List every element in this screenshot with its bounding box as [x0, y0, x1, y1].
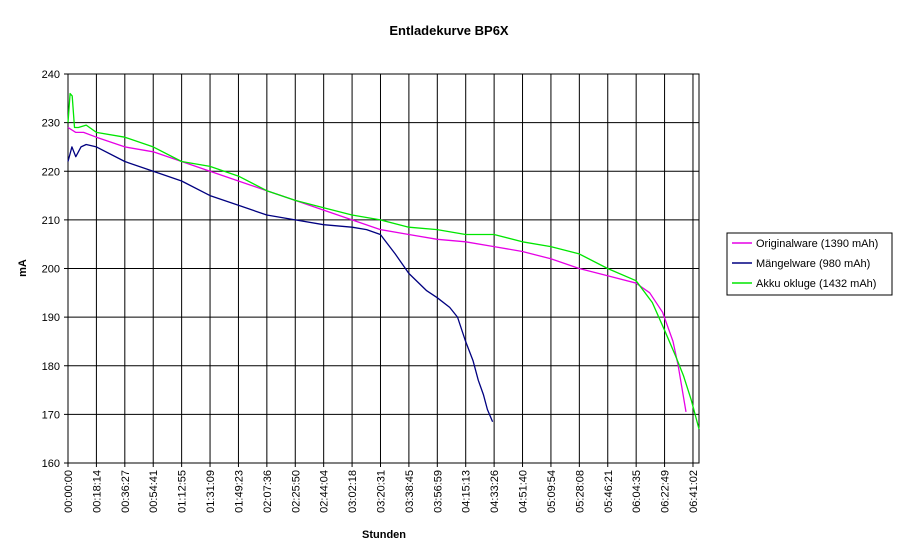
x-tick-label: 02:07:36 [262, 470, 274, 513]
series-line-1 [67, 126, 687, 413]
y-tick-label: 160 [42, 458, 60, 470]
x-tick-label: 05:09:54 [546, 470, 558, 513]
x-tick-label: 06:04:35 [631, 470, 643, 513]
x-tick-label: 00:00:00 [63, 470, 75, 513]
series-line-3 [67, 92, 700, 430]
legend-label: Originalware (1390 mAh) [756, 238, 878, 250]
legend-label: Akku okluge (1432 mAh) [756, 278, 876, 290]
x-tick-label: 05:46:21 [603, 470, 615, 513]
x-tick-label: 05:28:08 [574, 470, 586, 513]
x-tick-label: 04:15:13 [461, 470, 473, 513]
x-tick-label: 02:44:04 [319, 470, 331, 513]
y-tick-label: 230 [42, 118, 60, 130]
x-tick-label: 02:25:50 [290, 470, 302, 513]
series-lines [67, 92, 700, 430]
y-tick-label: 240 [42, 69, 60, 81]
y-tick-label: 190 [42, 312, 60, 324]
chart-title: Entladekurve BP6X [389, 23, 509, 38]
x-tick-label: 03:20:31 [375, 470, 387, 513]
x-tick-label: 03:02:18 [347, 470, 359, 513]
x-axis: 00:00:00 00:18:14 00:36:27 00:54:41 01:12:55… [63, 463, 700, 513]
x-tick-label: 04:33:26 [489, 470, 501, 513]
y-axis: 160 170 180 190 200 210 220 230 240 [42, 69, 68, 470]
x-tick-label: 01:12:55 [177, 470, 189, 513]
x-tick-label: 04:51:40 [518, 470, 530, 513]
y-tick-label: 200 [42, 264, 60, 276]
x-tick-label: 03:38:45 [404, 470, 416, 513]
x-tick-label: 03:56:59 [432, 470, 444, 513]
x-tick-label: 00:18:14 [91, 470, 103, 513]
x-axis-label: Stunden [362, 529, 406, 541]
y-tick-label: 170 [42, 409, 60, 421]
y-tick-label: 180 [42, 361, 60, 373]
x-tick-label: 06:22:49 [660, 470, 672, 513]
y-tick-label: 210 [42, 215, 60, 227]
y-axis-label: mA [17, 259, 29, 277]
x-tick-label: 00:36:27 [120, 470, 132, 513]
x-tick-label: 00:54:41 [148, 470, 160, 513]
legend: Originalware (1390 mAh) Mängelware (980 m… [726, 232, 893, 296]
x-tick-label: 01:31:09 [205, 470, 217, 513]
x-tick-label: 01:49:23 [233, 470, 245, 513]
series-line-2 [67, 143, 494, 422]
legend-label: Mängelware (980 mAh) [756, 258, 870, 270]
grid [68, 74, 699, 463]
legend-box [726, 232, 893, 296]
x-tick-label: 06:41:02 [688, 470, 700, 513]
y-tick-label: 220 [42, 166, 60, 178]
